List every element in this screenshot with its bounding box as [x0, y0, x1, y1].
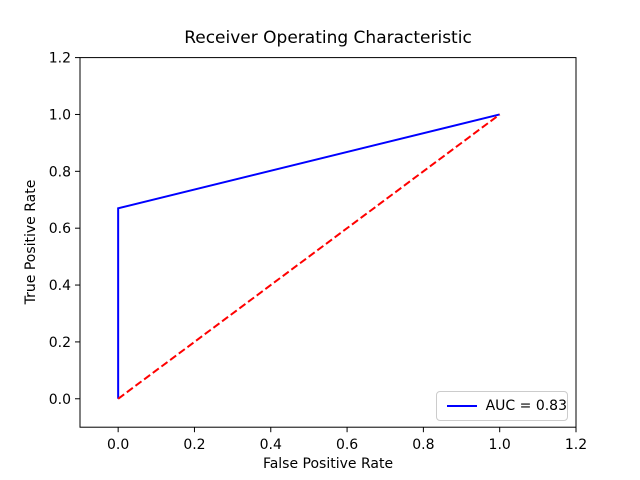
legend-line-sample	[447, 405, 477, 407]
x-tick-label: 1.0	[489, 437, 511, 453]
y-axis-label: True Positive Rate	[23, 179, 39, 305]
y-tick-label: 0.6	[49, 221, 71, 237]
legend: AUC = 0.83	[436, 391, 568, 421]
y-tick-label: 0.4	[49, 278, 71, 294]
y-tick-label: 0.8	[49, 164, 71, 180]
legend-label: AUC = 0.83	[485, 398, 567, 414]
x-tick-label: 0.4	[260, 437, 282, 453]
x-tick-label: 1.2	[565, 437, 587, 453]
series-chance-diagonal	[117, 113, 501, 400]
y-tick-label: 0.2	[49, 335, 71, 351]
y-tick-label: 0.0	[49, 392, 71, 408]
x-tick-label: 0.0	[107, 437, 129, 453]
y-tick-label: 1.2	[49, 51, 71, 67]
x-tick-label: 0.8	[412, 437, 434, 453]
x-axis-label: False Positive Rate	[262, 456, 394, 472]
series-roc-curve	[117, 113, 500, 399]
axes-frame	[79, 57, 577, 428]
x-tick-label: 0.2	[183, 437, 205, 453]
x-tick-label: 0.6	[336, 437, 358, 453]
y-tick-label: 1.0	[49, 107, 71, 123]
chart-title: Receiver Operating Characteristic	[184, 28, 472, 48]
